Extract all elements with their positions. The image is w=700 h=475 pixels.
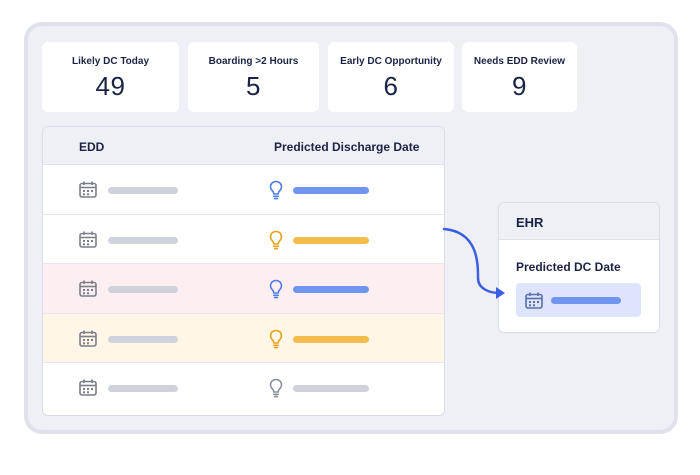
lightbulb-icon bbox=[269, 180, 283, 200]
stat-card-needs-edd-review[interactable]: Needs EDD Review 9 bbox=[462, 42, 577, 112]
calendar-icon bbox=[525, 292, 543, 309]
ehr-header: EHR bbox=[499, 203, 659, 240]
table-row[interactable] bbox=[43, 215, 444, 265]
ehr-title: EHR bbox=[516, 215, 544, 230]
ehr-predicted-dc-date-field[interactable] bbox=[516, 283, 641, 317]
predicted-date-placeholder bbox=[293, 236, 369, 244]
ehr-panel: EHR Predicted DC Date bbox=[498, 202, 660, 333]
stat-value: 49 bbox=[95, 71, 126, 101]
column-header-predicted-discharge: Predicted Discharge Date bbox=[274, 140, 420, 154]
table-body bbox=[43, 165, 444, 413]
predicted-date-placeholder bbox=[293, 385, 369, 393]
stat-value: 5 bbox=[246, 71, 261, 101]
edd-value-placeholder bbox=[108, 286, 178, 294]
ehr-field-label: Predicted DC Date bbox=[516, 260, 621, 274]
table-row[interactable] bbox=[43, 264, 444, 314]
dashboard-frame: Likely DC Today 49 Boarding >2 Hours 5 E… bbox=[24, 22, 678, 434]
edd-value-placeholder bbox=[108, 385, 178, 393]
predicted-date-placeholder bbox=[293, 286, 369, 294]
stat-label: Boarding >2 Hours bbox=[208, 56, 299, 67]
edd-value-placeholder bbox=[108, 187, 178, 194]
edd-value-placeholder bbox=[108, 335, 178, 343]
predicted-date-placeholder bbox=[293, 187, 369, 194]
stat-label: Likely DC Today bbox=[71, 56, 150, 67]
calendar-icon bbox=[79, 231, 97, 248]
stat-value: 6 bbox=[383, 71, 399, 101]
lightbulb-icon bbox=[269, 379, 283, 398]
calendar-icon bbox=[79, 379, 97, 397]
table-row[interactable] bbox=[43, 313, 444, 364]
calendar-icon bbox=[79, 181, 97, 198]
stat-label: Needs EDD Review bbox=[473, 56, 566, 67]
edd-value-placeholder bbox=[108, 236, 178, 244]
lightbulb-icon bbox=[269, 230, 283, 249]
column-header-edd: EDD bbox=[79, 140, 105, 154]
discharge-table: EDD Predicted Discharge Date bbox=[42, 126, 445, 416]
stat-card-likely-dc[interactable]: Likely DC Today 49 bbox=[42, 42, 179, 112]
predicted-date-placeholder bbox=[293, 335, 369, 343]
calendar-icon bbox=[79, 330, 97, 347]
table-header: EDD Predicted Discharge Date bbox=[43, 127, 444, 165]
stat-label: Early DC Opportunity bbox=[340, 56, 442, 67]
stat-value: 9 bbox=[512, 71, 527, 101]
table-row[interactable] bbox=[43, 363, 444, 413]
lightbulb-icon bbox=[269, 279, 283, 299]
table-row[interactable] bbox=[43, 165, 444, 215]
stat-card-early-dc[interactable]: Early DC Opportunity 6 bbox=[328, 42, 454, 112]
stat-card-boarding[interactable]: Boarding >2 Hours 5 bbox=[188, 42, 319, 112]
calendar-icon bbox=[79, 280, 97, 297]
ehr-date-value-placeholder bbox=[551, 297, 621, 304]
lightbulb-icon bbox=[269, 329, 283, 349]
